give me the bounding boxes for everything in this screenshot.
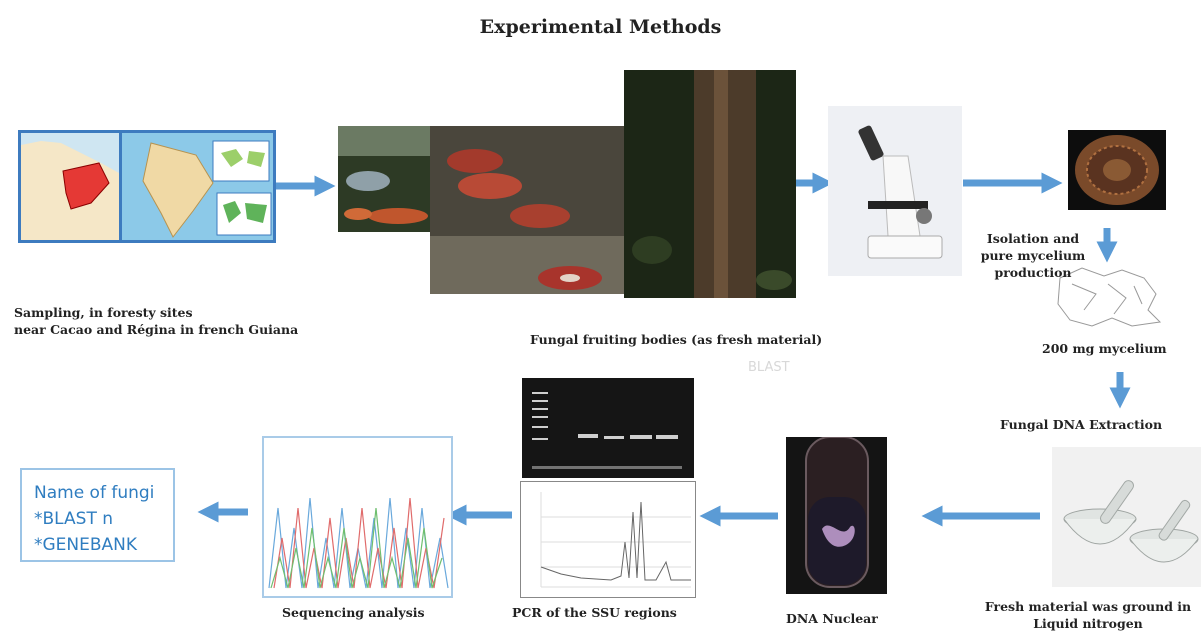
- label-mycelium: 200 mg mycelium: [1042, 341, 1167, 356]
- result-box: Name of fungi *BLAST n *GENEBANK: [20, 468, 175, 562]
- diagram-title: Experimental Methods: [479, 16, 722, 38]
- tree-photo: [624, 70, 796, 298]
- mortar-pestle-image: [1052, 447, 1201, 587]
- label-pcr: PCR of the SSU regions: [512, 605, 677, 620]
- label-sequencing: Sequencing analysis: [282, 605, 425, 620]
- result-line-blast: *BLAST n: [34, 509, 114, 529]
- microscope-image: [828, 106, 962, 276]
- label-dna-nuclear: DNA Nuclear: [786, 611, 878, 626]
- label-dna-extraction: Fungal DNA Extraction: [1000, 417, 1163, 432]
- dna-tube-image: [786, 436, 887, 594]
- map-image: [18, 130, 276, 243]
- gel-image: [522, 378, 694, 478]
- sequence-image: [262, 436, 453, 598]
- mycelium-sketch: [1052, 264, 1164, 330]
- label-isolation: Isolation and pure mycelium production: [980, 231, 1086, 280]
- forest-photo: [338, 126, 446, 232]
- label-fruiting-bodies: Fungal fruiting bodies (as fresh materia…: [530, 332, 823, 347]
- chromatogram-image: [520, 481, 696, 598]
- fungi-photo: [430, 126, 625, 294]
- label-ground-liquid-nitrogen: Fresh material was ground in Liquid nitr…: [984, 599, 1192, 631]
- result-line-genebank: *GENEBANK: [34, 535, 138, 555]
- petri-dish-image: [1068, 130, 1166, 210]
- label-blast-ghost: BLAST: [748, 360, 790, 375]
- label-sampling: Sampling, in foresty sites near Cacao an…: [14, 305, 299, 337]
- result-line-name: Name of fungi: [34, 483, 155, 503]
